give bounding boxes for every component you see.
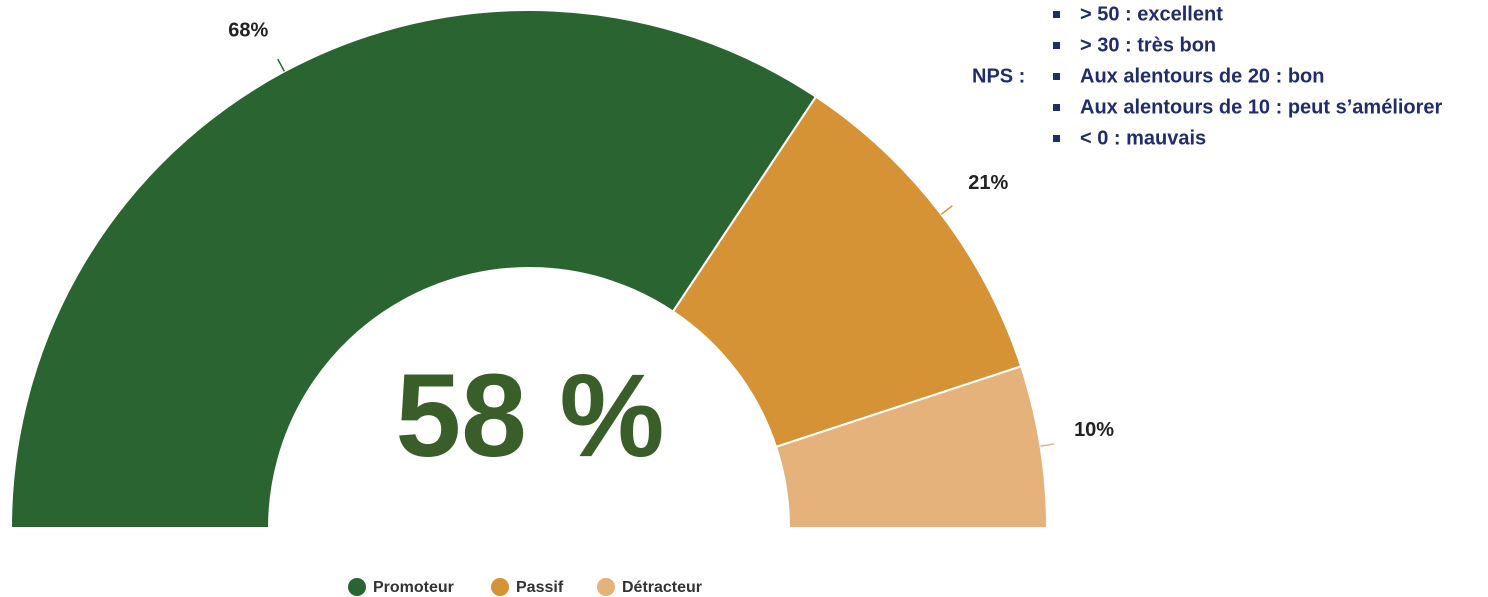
nps-title: NPS : bbox=[972, 65, 1025, 87]
center-label: 58 % bbox=[396, 350, 665, 482]
nps-item: > 50 : excellent bbox=[1080, 3, 1223, 25]
legend-swatch bbox=[348, 578, 366, 596]
leader-line bbox=[940, 205, 953, 215]
bullet bbox=[1053, 104, 1060, 111]
slice bbox=[774, 365, 1049, 529]
nps-item: Aux alentours de 20 : bon bbox=[1080, 65, 1324, 87]
bullet bbox=[1053, 42, 1060, 49]
legend-swatch bbox=[597, 578, 615, 596]
slice bbox=[671, 95, 1023, 449]
bullet bbox=[1053, 73, 1060, 80]
bullet bbox=[1053, 11, 1060, 18]
leader-line bbox=[277, 58, 286, 72]
nps-item: Aux alentours de 10 : peut s’améliorer bbox=[1080, 96, 1443, 118]
leader-line bbox=[1040, 443, 1055, 447]
legend-label: Détracteur bbox=[622, 579, 702, 596]
legend-swatch bbox=[491, 578, 509, 596]
value-label: 21% bbox=[968, 172, 1008, 194]
bullet bbox=[1053, 135, 1060, 142]
nps-item: > 30 : très bon bbox=[1080, 34, 1216, 56]
value-label: 10% bbox=[1074, 419, 1114, 441]
value-label: 68% bbox=[228, 20, 268, 42]
slice bbox=[9, 9, 818, 529]
legend-label: Promoteur bbox=[373, 579, 454, 596]
legend-label: Passif bbox=[516, 579, 564, 596]
nps-item: < 0 : mauvais bbox=[1080, 127, 1206, 149]
